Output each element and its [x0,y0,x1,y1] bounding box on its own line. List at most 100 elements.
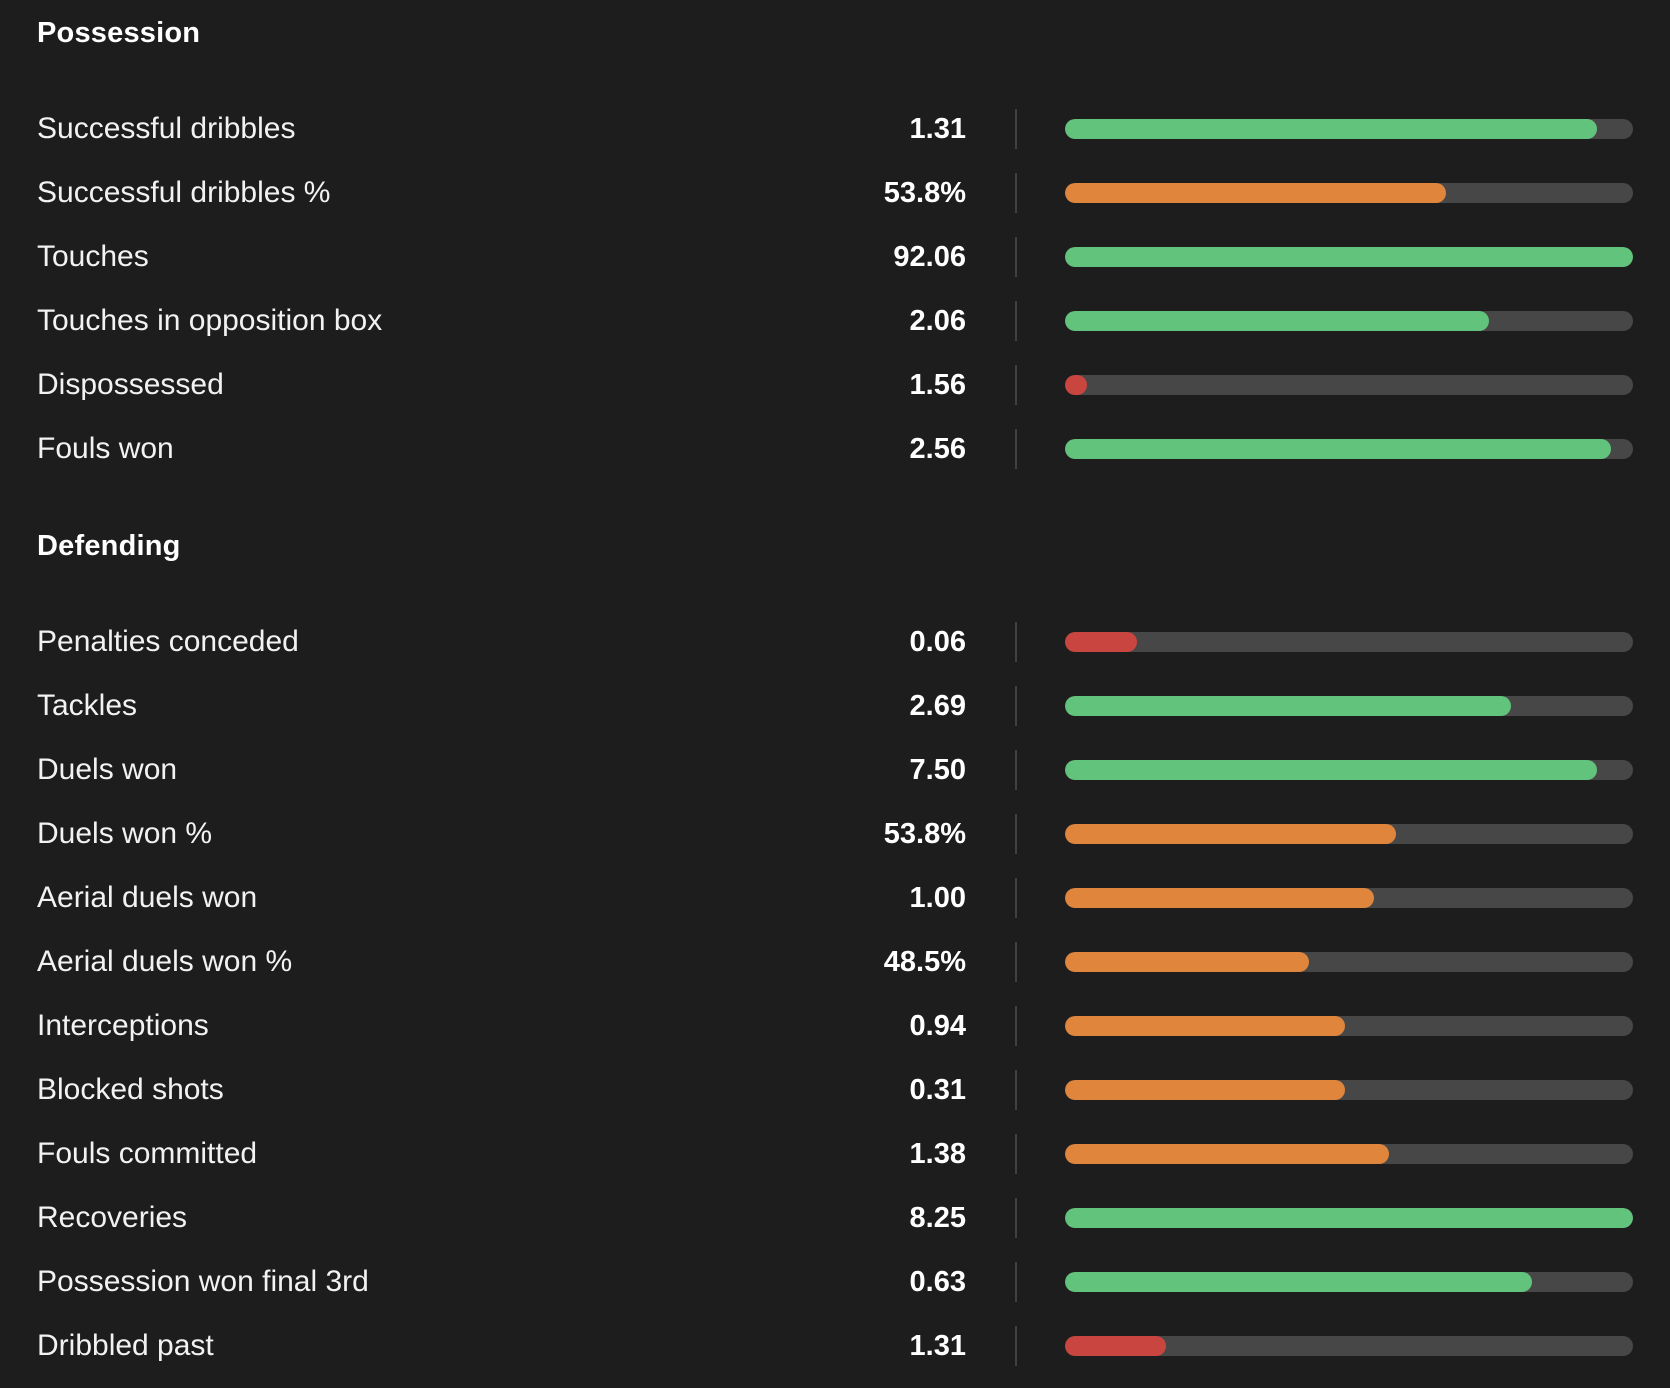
divider [1015,1262,1017,1302]
stat-row: Interceptions 0.94 [0,994,1670,1058]
percentile-bar-fill [1065,1272,1532,1292]
stat-label: Duels won [37,753,178,786]
percentile-bar-track [1065,1016,1633,1036]
stat-label: Aerial duels won [37,881,258,914]
divider [1015,1326,1017,1366]
stat-row: Fouls committed 1.38 [0,1122,1670,1186]
stat-value: 92.06 [893,241,966,273]
divider [1015,365,1017,405]
percentile-bar-fill [1065,1336,1167,1356]
stat-row: Recoveries 8.25 [0,1186,1670,1250]
percentile-bar-track [1065,247,1633,267]
divider [1015,1198,1017,1238]
percentile-bar-track [1065,888,1633,908]
stat-label: Fouls won [37,432,174,465]
percentile-bar-fill [1065,888,1374,908]
stat-label: Successful dribbles [37,112,296,145]
stat-value: 1.00 [909,882,966,914]
divider [1015,237,1017,277]
stat-label: Touches in opposition box [37,304,383,337]
divider [1015,1134,1017,1174]
stat-label: Tackles [37,689,138,722]
stat-value: 1.31 [909,113,966,145]
stat-label: Successful dribbles % [37,176,331,209]
stat-label: Recoveries [37,1201,188,1234]
stat-value: 2.69 [909,690,966,722]
section-title: Defending [37,530,181,562]
stat-row: Aerial duels won 1.00 [0,866,1670,930]
divider [1015,109,1017,149]
divider [1015,622,1017,662]
stat-value: 1.38 [909,1138,966,1170]
divider [1015,750,1017,790]
stat-value: 53.8% [883,818,966,850]
divider [1015,1070,1017,1110]
stat-value: 0.06 [909,626,966,658]
stat-row: Dribbled past 1.31 [0,1314,1670,1378]
stat-label: Dribbled past [37,1329,214,1362]
stat-label: Interceptions [37,1009,209,1042]
stat-value: 2.56 [909,433,966,465]
percentile-bar-fill [1065,1080,1346,1100]
stat-row: Successful dribbles 1.31 [0,97,1670,161]
divider [1015,686,1017,726]
stat-label: Dispossessed [37,368,224,401]
section-title: Possession [37,17,201,49]
stat-value: 53.8% [883,177,966,209]
percentile-bar-track [1065,1208,1633,1228]
percentile-bar-track [1065,1080,1633,1100]
percentile-bar-fill [1065,632,1138,652]
percentile-bar-fill [1065,439,1611,459]
stat-value: 2.06 [909,305,966,337]
percentile-bar-fill [1065,247,1633,267]
stat-row: Dispossessed 1.56 [0,353,1670,417]
stat-row: Penalties conceded 0.06 [0,610,1670,674]
percentile-bar-track [1065,1144,1633,1164]
stat-value: 8.25 [909,1202,966,1234]
stat-rows: Penalties conceded 0.06 Tackles 2.69 Duels w… [0,610,1670,1378]
stat-row: Touches 92.06 [0,225,1670,289]
divider [1015,301,1017,341]
percentile-bar-track [1065,119,1633,139]
percentile-bar-track [1065,1336,1633,1356]
stat-row: Successful dribbles % 53.8% [0,161,1670,225]
stat-value: 0.31 [909,1074,966,1106]
stat-row: Touches in opposition box 2.06 [0,289,1670,353]
stat-value: 1.31 [909,1330,966,1362]
percentile-bar-fill [1065,760,1597,780]
stat-label: Touches [37,240,149,273]
stat-value: 0.94 [909,1010,966,1042]
stat-label: Aerial duels won % [37,945,293,978]
percentile-bar-track [1065,824,1633,844]
stat-label: Duels won % [37,817,213,850]
percentile-bar-fill [1065,1208,1633,1228]
percentile-bar-fill [1065,375,1088,395]
percentile-bar-track [1065,1272,1633,1292]
stat-value: 7.50 [909,754,966,786]
stat-label: Fouls committed [37,1137,258,1170]
percentile-bar-fill [1065,1016,1346,1036]
percentile-bar-track [1065,375,1633,395]
percentile-bar-track [1065,696,1633,716]
divider [1015,814,1017,854]
percentile-bar-track [1065,311,1633,331]
stat-row: Fouls won 2.56 [0,417,1670,481]
percentile-bar-fill [1065,696,1511,716]
stat-row: Duels won 7.50 [0,738,1670,802]
percentile-bar-fill [1065,1144,1390,1164]
stat-label: Possession won final 3rd [37,1265,369,1298]
stat-row: Blocked shots 0.31 [0,1058,1670,1122]
stat-value: 0.63 [909,1266,966,1298]
stat-row: Aerial duels won % 48.5% [0,930,1670,994]
percentile-bar-track [1065,632,1633,652]
stat-value: 48.5% [883,946,966,978]
divider [1015,1006,1017,1046]
stat-row: Tackles 2.69 [0,674,1670,738]
stat-label: Blocked shots [37,1073,224,1106]
percentile-bar-fill [1065,183,1447,203]
percentile-bar-fill [1065,952,1310,972]
divider [1015,878,1017,918]
percentile-bar-fill [1065,311,1490,331]
stat-rows: Successful dribbles 1.31 Successful dribbl… [0,97,1670,481]
percentile-bar-track [1065,760,1633,780]
